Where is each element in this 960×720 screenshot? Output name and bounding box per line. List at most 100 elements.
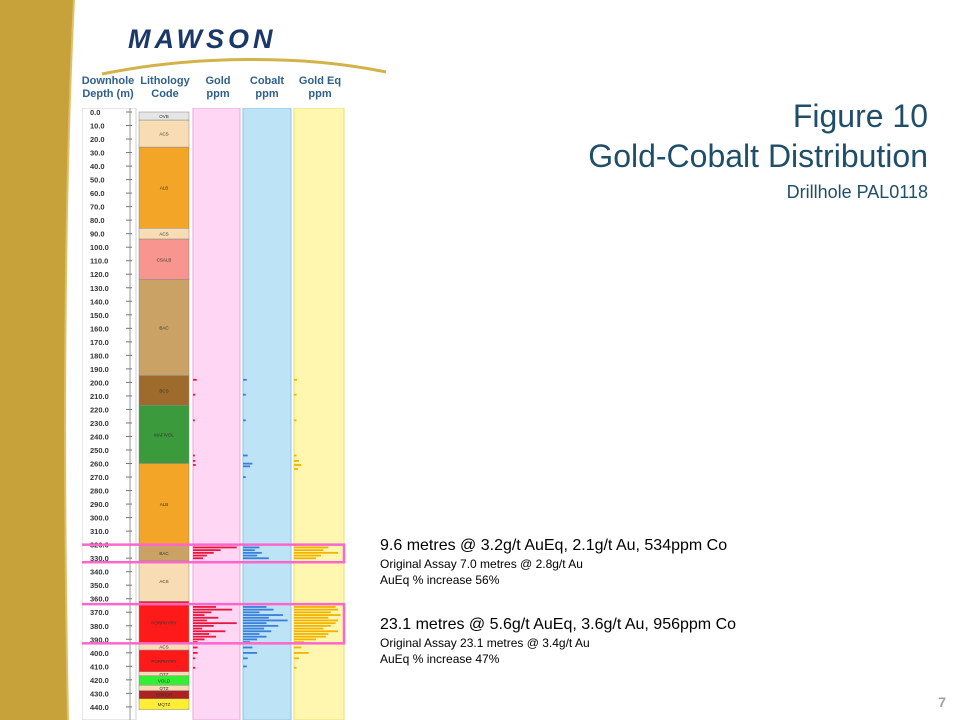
interval-headline: 9.6 metres @ 3.2g/t AuEq, 2.1g/t Au, 534… [380, 537, 728, 554]
lithology-code: ACS [159, 232, 168, 237]
cobalt-assay-bar [243, 657, 248, 660]
interval-increase: AuEq % increase 47% [380, 652, 500, 666]
cobalt-assay-bar [243, 638, 258, 641]
gold-eq-assay-bar [294, 454, 297, 457]
lithology-code: QTZ [160, 672, 169, 677]
cobalt-assay-bar [243, 608, 274, 611]
depth-column [82, 108, 137, 720]
interval-summary-1: 9.6 metres @ 3.2g/t AuEq, 2.1g/t Au, 534… [380, 536, 727, 588]
depth-tick-label: 380.0 [90, 622, 109, 631]
cobalt-assay-bar [243, 454, 248, 457]
gold-eq-assay-bar [294, 554, 321, 557]
lithology-unit [138, 238, 190, 280]
cobalt-assay-bar [243, 622, 267, 625]
logo-wordmark: MAWSON [128, 24, 277, 54]
lithology-unit [138, 601, 190, 644]
gold-assay-bar [193, 393, 196, 396]
lithology-code: OVB [159, 114, 169, 119]
gold-eq-assay-bar [294, 652, 309, 654]
gold-eq-assay-bar [294, 557, 317, 560]
cobalt-assay-bar [243, 619, 288, 622]
depth-tick-label: 410.0 [90, 662, 109, 671]
gold-assay-bar [193, 614, 205, 616]
depth-tick-label: 350.0 [90, 581, 109, 590]
depth-tick-label: 140.0 [90, 297, 109, 306]
lithology-unit [138, 375, 190, 406]
depth-tick-label: 300.0 [90, 514, 109, 523]
gold-eq-assay-bar [294, 460, 299, 462]
depth-tick-label: 440.0 [90, 703, 109, 712]
interval-original-assay: Original Assay 7.0 metres @ 2.8g/t Au [380, 557, 583, 571]
lithology-unit [138, 279, 190, 376]
gold-eq-assay-bar [294, 551, 339, 554]
gold-assay-bar [193, 454, 195, 457]
gold-assay-bar [193, 633, 210, 635]
lithology-code: ALB [160, 502, 169, 507]
lithology-code: MAFIVOL [154, 432, 174, 437]
gold-eq-assay-bar [294, 646, 302, 649]
cobalt-assay-bar [243, 393, 246, 396]
drillhole-id: Drillhole PAL0118 [786, 182, 928, 202]
depth-tick-label: 430.0 [90, 689, 109, 698]
gold-assay-bar [193, 378, 197, 381]
depth-tick-label: 260.0 [90, 460, 109, 469]
gold-assay-bar [193, 619, 207, 622]
gold-assay-bar [193, 551, 214, 554]
depth-tick-label: 250.0 [90, 446, 109, 455]
highlighted-interval [82, 543, 346, 564]
figure-heading: Gold-Cobalt Distribution [588, 138, 928, 174]
gold-assay-bar [193, 546, 237, 549]
cobalt-assay-bar [243, 616, 269, 619]
gold-assay-bar [193, 666, 196, 669]
cobalt-assay-bar [243, 633, 260, 635]
cobalt-assay-bar [243, 624, 279, 627]
cobalt-assay-bar [243, 665, 247, 668]
cobalt-assay-bar [243, 378, 247, 381]
gold-eq-assay-bar [294, 627, 324, 630]
gold-eq-assay-bar [294, 464, 302, 466]
gold-assay-bar [193, 611, 212, 614]
lithology-unit [138, 405, 190, 464]
lithology-code: MQTZ [158, 702, 171, 707]
gold-eq-assay-bar [294, 549, 324, 552]
depth-tick-label: 400.0 [90, 649, 109, 658]
lithology-code: PORPHYRY [151, 620, 176, 625]
cobalt-assay-bar [243, 635, 267, 638]
gold-assay-bar [193, 627, 203, 630]
gold-assay-bar [193, 624, 214, 627]
gold-eq-assay-bar [294, 606, 336, 608]
depth-tick-label: 180.0 [90, 351, 109, 360]
depth-tick-label: 370.0 [90, 608, 109, 617]
cobalt-assay-bar [243, 546, 260, 549]
gold-assay-bar [193, 464, 196, 466]
lithology-code: BAC [159, 551, 169, 556]
gold-eq-assay-bar [294, 616, 329, 619]
depth-tick-label: 280.0 [90, 487, 109, 496]
depth-tick-label: 210.0 [90, 392, 109, 401]
depth-tick-label: 160.0 [90, 324, 109, 333]
lithology-code: BCS [159, 389, 168, 394]
lithology-code: BRMDR [156, 693, 173, 698]
cobalt-assay-bar [243, 476, 246, 479]
depth-tick-label: 190.0 [90, 365, 109, 374]
lithology-code: CSALB [157, 257, 172, 262]
cobalt-assay-bar [243, 614, 283, 616]
gold-assay-bar [193, 657, 196, 660]
interval-headline: 23.1 metres @ 5.6g/t AuEq, 3.6g/t Au, 95… [380, 616, 737, 633]
depth-tick-label: 10.0 [90, 122, 105, 131]
gold-eq-assay-bar [294, 635, 326, 638]
header-lithology: Lithology Code [140, 75, 190, 100]
cobalt-assay-bar [243, 462, 253, 465]
gold-eq-assay-bar [294, 614, 341, 616]
gold-assay-bar [193, 641, 198, 643]
header-gold: Gold ppm [205, 75, 231, 100]
interval-increase: AuEq % increase 56% [380, 573, 500, 587]
gold-assay-bar [193, 557, 204, 560]
interval-summary-2: 23.1 metres @ 5.6g/t AuEq, 3.6g/t Au, 95… [380, 615, 736, 667]
interval-original-assay: Original Assay 23.1 metres @ 3.4g/t Au [380, 636, 590, 650]
lithology-code: VOLD [158, 679, 171, 684]
depth-tick-label: 90.0 [90, 230, 105, 239]
gold-eq-assay-bar [294, 546, 329, 549]
gold-eq-assay-bar [294, 622, 336, 625]
gold-eq-assay-bar [294, 633, 329, 635]
